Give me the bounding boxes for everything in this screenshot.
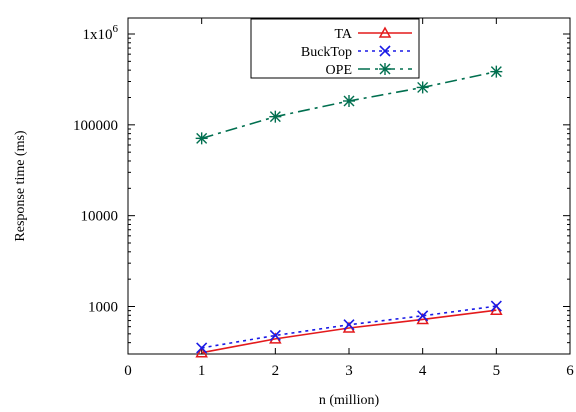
legend: TA BuckTop OPE <box>250 18 420 79</box>
legend-label-bucktop: BuckTop <box>301 45 352 60</box>
x-tick-label: 1 <box>198 363 206 379</box>
legend-marker-ta <box>378 26 392 38</box>
x-tick-label: 3 <box>345 363 353 379</box>
data-point-bucktop <box>343 319 355 331</box>
legend-label-ta: TA <box>334 27 352 42</box>
x-axis-title: n (million) <box>319 393 380 408</box>
legend-marker-bucktop <box>379 45 391 57</box>
series-line-ta <box>201 309 497 354</box>
series-layer <box>195 65 503 358</box>
x-tick-label: 6 <box>566 363 574 379</box>
y-axis-ticks: 1000 10000 100000 1x106 <box>73 23 570 344</box>
y-axis-title: Response time (ms) <box>13 130 28 242</box>
y-tick-label: 1x106 <box>83 23 119 43</box>
data-point-ope <box>269 110 282 123</box>
data-point-ope <box>195 132 208 145</box>
data-point-ope <box>343 94 355 107</box>
data-point-bucktop <box>196 342 208 354</box>
x-tick-label: 5 <box>493 363 501 379</box>
series-line-bucktop <box>201 305 497 349</box>
data-point-bucktop <box>417 310 429 322</box>
legend-box <box>250 18 420 79</box>
x-tick-label: 2 <box>272 363 280 379</box>
y-tick-label: 1000 <box>88 300 118 316</box>
x-axis-ticks: 0 1 2 3 4 5 6 <box>124 18 574 379</box>
legend-label-ope: OPE <box>326 63 352 78</box>
y-tick-label: 100000 <box>73 118 118 134</box>
data-point-ta <box>195 346 208 358</box>
x-tick-label: 0 <box>124 363 132 379</box>
legend-marker-ope <box>379 63 391 75</box>
y-tick-label: 10000 <box>81 209 119 225</box>
data-point-ope <box>416 81 429 94</box>
data-point-bucktop <box>490 300 502 312</box>
x-tick-label: 4 <box>419 363 427 379</box>
data-point-bucktop <box>269 329 281 342</box>
data-point-ope <box>490 65 503 78</box>
